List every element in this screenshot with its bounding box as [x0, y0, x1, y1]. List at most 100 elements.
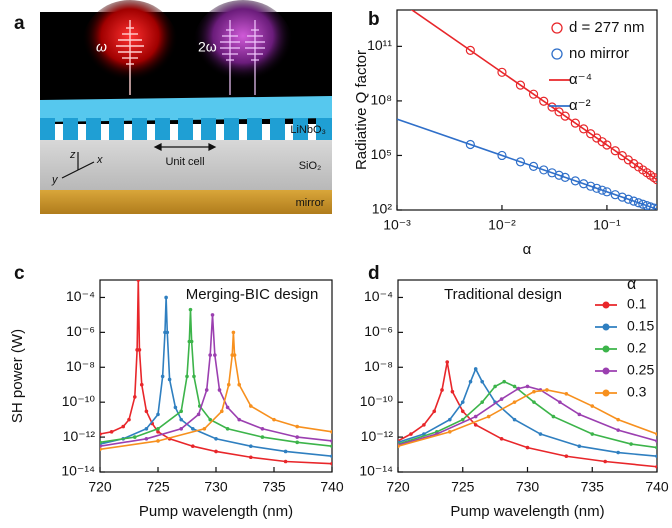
series-group [397, 10, 657, 210]
legend-symbol [551, 48, 563, 60]
data-point [440, 388, 444, 392]
data-point [525, 384, 530, 389]
annotation: Traditional design [444, 286, 562, 303]
x-tick-label: 10⁻³ [383, 217, 411, 233]
data-point [448, 417, 452, 422]
layer-label: SiO₂ [299, 160, 322, 172]
data-point [249, 444, 253, 449]
x-tick-label: 735 [581, 479, 605, 495]
y-axis-title: Radiative Q factor [353, 50, 370, 170]
data-point [629, 158, 639, 169]
data-point [144, 409, 149, 414]
data-point [468, 379, 473, 384]
data-point [450, 389, 455, 394]
data-point [532, 389, 536, 394]
y-tick-label: 10⁻⁶ [364, 323, 393, 339]
packet-red [116, 20, 144, 95]
x-axis-title: Pump wavelength (nm) [139, 503, 293, 520]
data-point [295, 424, 300, 429]
data-point [652, 175, 657, 185]
data-point [448, 430, 452, 434]
data-point [597, 185, 607, 195]
data-point [460, 409, 465, 414]
data-point [528, 161, 539, 172]
legend-symbol [602, 389, 610, 397]
y-tick-label: 10⁻⁴ [364, 288, 393, 304]
data-point [460, 400, 465, 404]
y-tick-label: 10⁻¹⁴ [359, 463, 393, 479]
data-point [220, 409, 224, 414]
data-line [100, 314, 332, 448]
data-point [629, 196, 639, 206]
legend-label: 0.1 [627, 296, 647, 312]
layer-label: LiNbO₃ [290, 124, 326, 136]
data-point [554, 170, 564, 180]
data-point [214, 436, 218, 441]
x-tick-label: 10⁻¹ [593, 217, 621, 233]
data-point [208, 417, 212, 422]
data-point [196, 412, 201, 417]
legend-symbol [551, 22, 563, 34]
data-point [493, 384, 497, 389]
data-point [249, 404, 253, 408]
data-point [616, 450, 620, 455]
data-point [597, 137, 607, 147]
data-point [204, 388, 209, 392]
data-point [191, 426, 195, 431]
data-line [398, 389, 657, 447]
data-point [144, 426, 149, 431]
data-point [173, 405, 178, 410]
axis-label: y [51, 174, 59, 186]
legend-label: d = 277 nm [569, 19, 644, 36]
data-point [465, 45, 475, 55]
data-point [179, 409, 183, 414]
legend-symbol [602, 345, 610, 353]
data-line [410, 10, 657, 181]
series-group [398, 360, 657, 469]
data-point [617, 151, 627, 161]
data-point [515, 157, 526, 167]
data-point [127, 417, 131, 422]
data-point [192, 374, 196, 379]
y-tick-label: 10⁻⁸ [66, 358, 95, 374]
data-point [445, 360, 450, 364]
glow-purple [193, 0, 293, 90]
y-tick-label: 10⁻⁶ [66, 323, 95, 339]
data-point [616, 428, 620, 432]
data-line [398, 361, 657, 468]
data-point [217, 388, 222, 392]
legend-label: α⁻² [569, 97, 591, 114]
data-point [590, 404, 595, 408]
data-point [551, 414, 556, 419]
data-point [260, 435, 265, 439]
data-point [191, 444, 195, 449]
data-point [655, 464, 657, 469]
data-point [610, 146, 620, 156]
mirror-layer [40, 190, 332, 214]
data-point [226, 382, 231, 387]
data-point [330, 454, 332, 459]
data-point [539, 96, 549, 106]
x-tick-label: 730 [516, 479, 540, 495]
data-point [473, 414, 478, 419]
y-tick-label: 10⁻¹² [63, 428, 96, 444]
data-point [330, 430, 332, 434]
data-point [185, 374, 189, 379]
y-tick-label: 10² [372, 201, 393, 217]
data-point [210, 313, 215, 317]
data-point [465, 139, 475, 150]
data-line [398, 380, 657, 449]
grating-ridges [40, 118, 332, 140]
data-point [512, 417, 517, 422]
x-tick-label: 725 [146, 479, 170, 495]
x-tick-label: 740 [645, 479, 669, 495]
data-point [409, 432, 413, 436]
data-point [655, 432, 657, 436]
data-point [655, 439, 657, 443]
data-point [516, 386, 521, 391]
y-tick-label: 10¹¹ [367, 37, 392, 53]
panel-label: c [14, 263, 25, 284]
data-point [156, 439, 160, 443]
legend-label: 0.25 [627, 362, 654, 378]
data-point [330, 439, 332, 443]
